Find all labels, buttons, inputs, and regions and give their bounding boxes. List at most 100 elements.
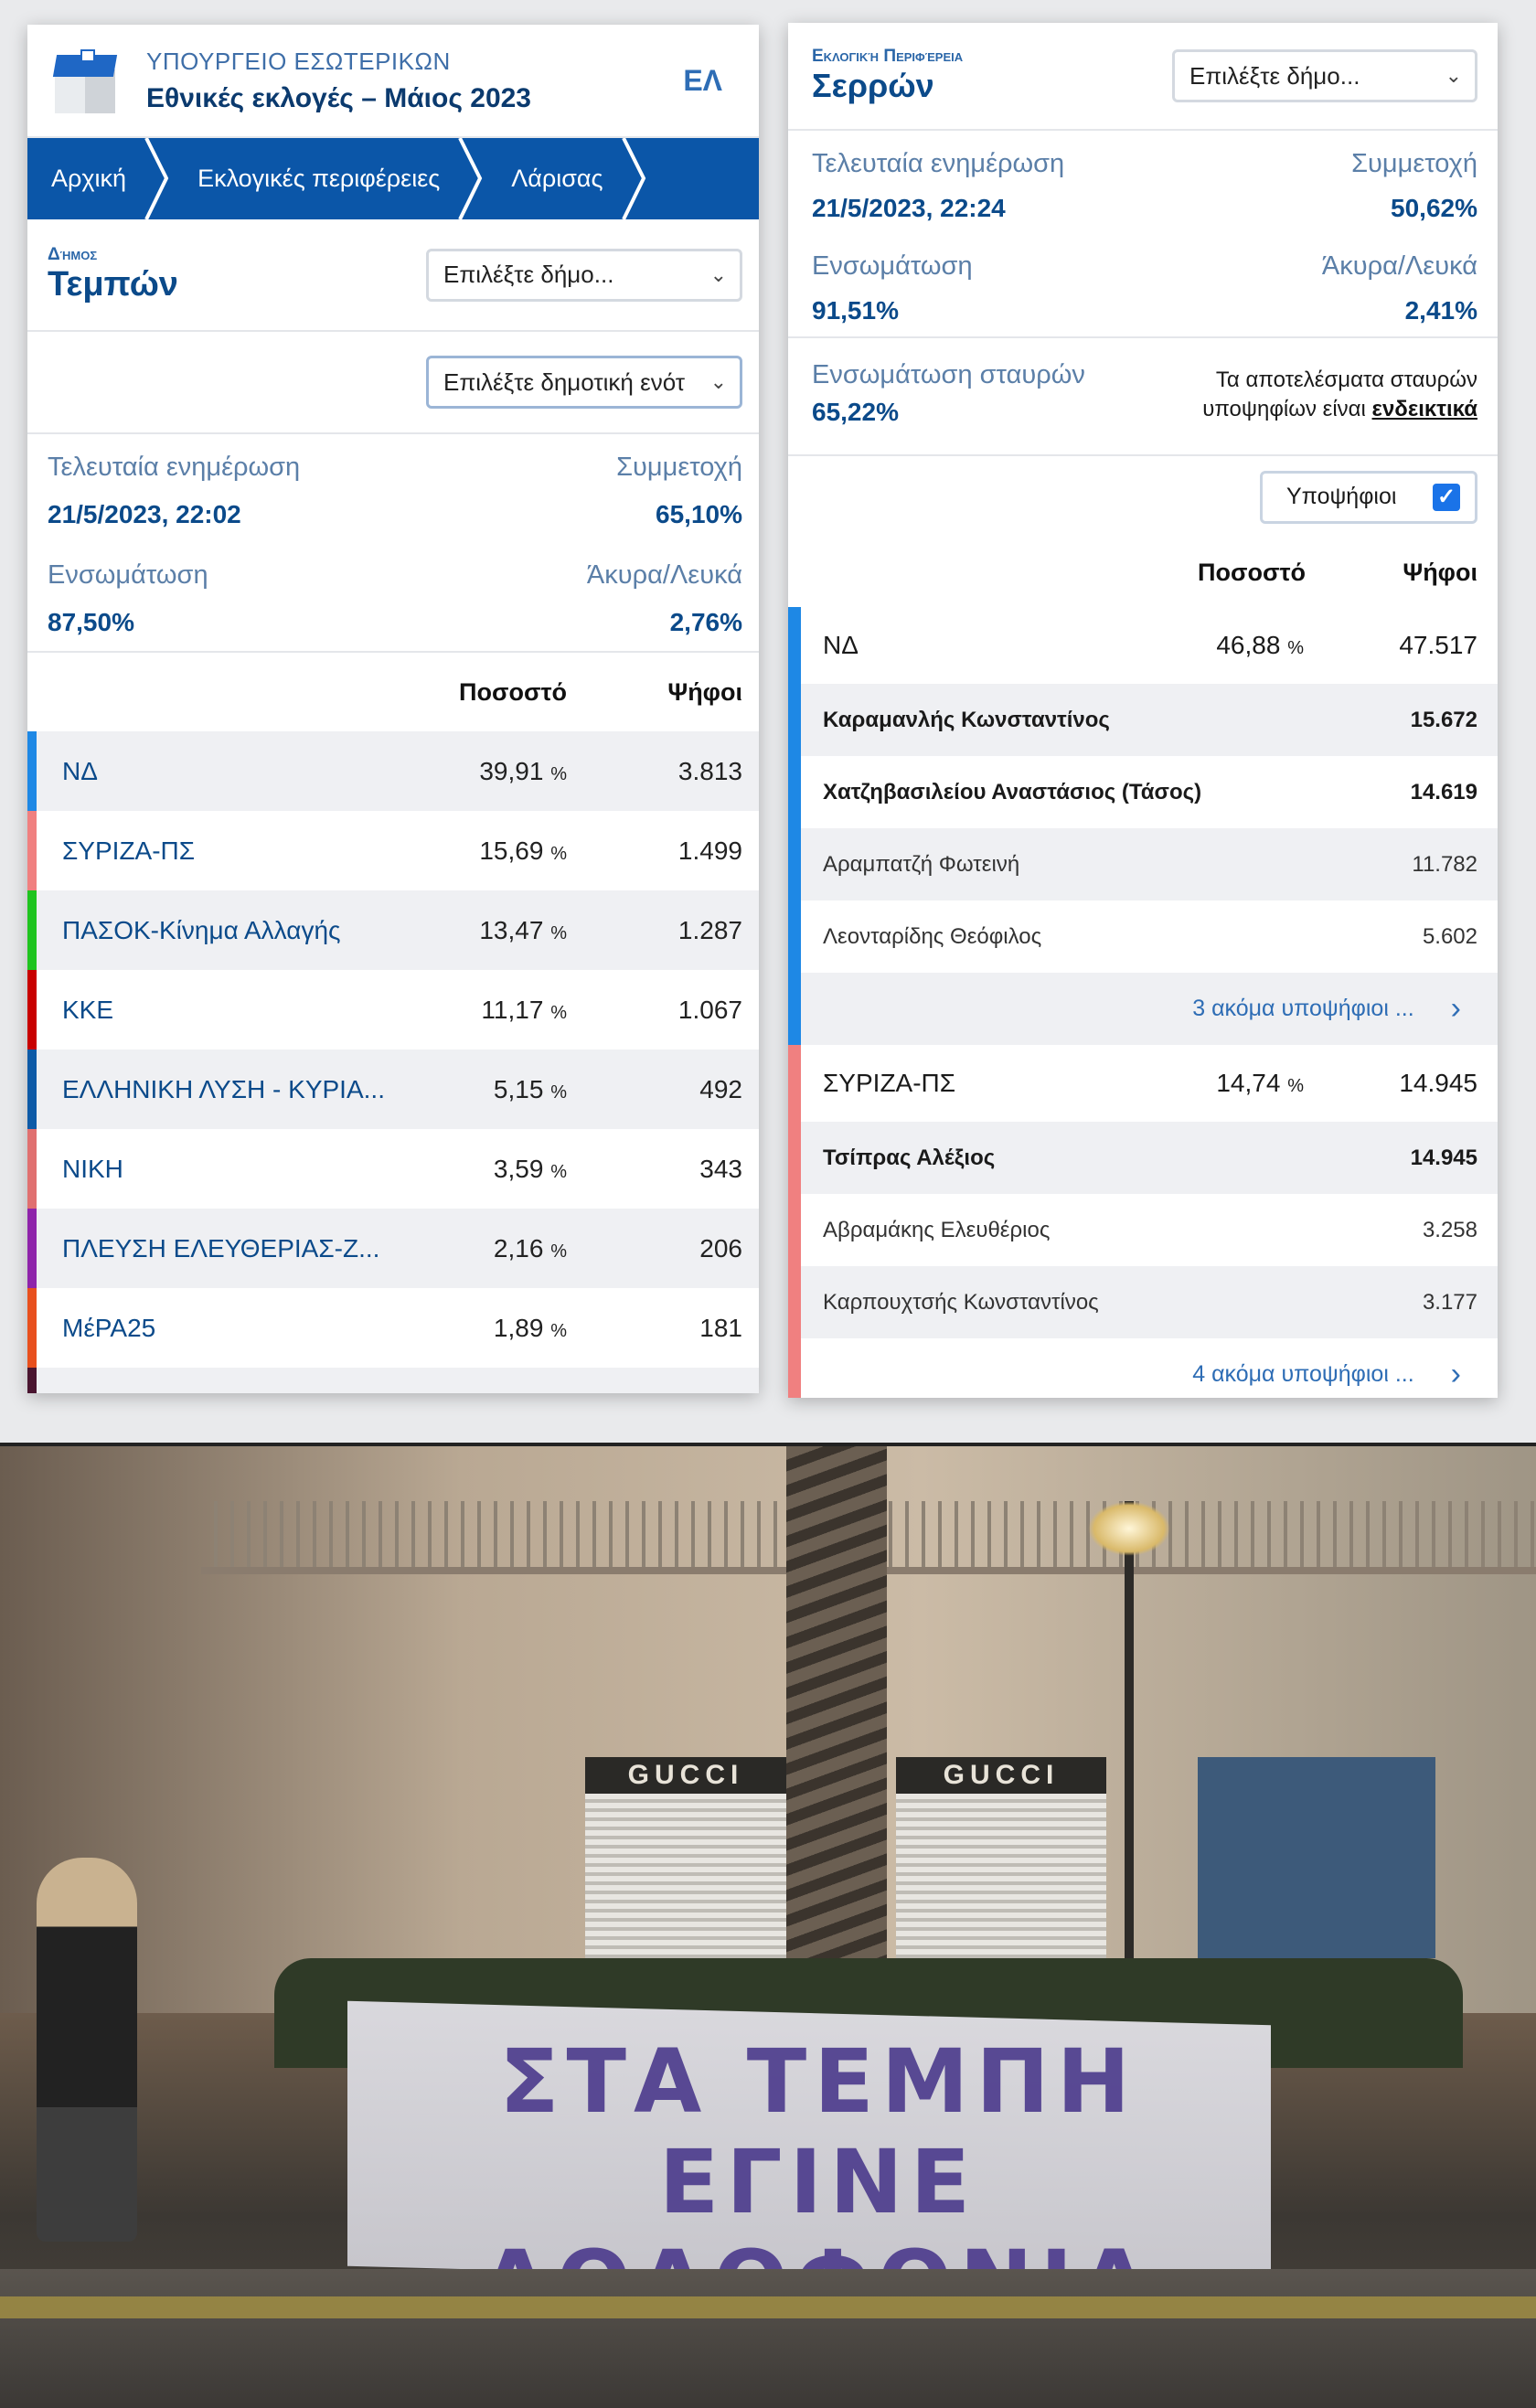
select-value: Επιλέξτε δήμο... — [1189, 61, 1360, 90]
table-row[interactable] — [27, 1368, 759, 1393]
area-caption: Εκλογική Περιφέρεια — [812, 47, 964, 66]
table-row[interactable]: ΜέΡΑ25 1,89 % 181 — [27, 1288, 759, 1368]
candidates-toggle[interactable]: Υποψήφιοι ✓ — [1260, 470, 1477, 524]
chevron-right-icon: › — [1450, 991, 1461, 1026]
candidate-row[interactable]: Καραμανλής Κωνσταντίνος 15.672 — [788, 684, 1498, 756]
party-row[interactable]: ΝΔ 46,88 % 47.517 — [788, 607, 1498, 684]
candidate-votes: 5.602 — [1422, 923, 1477, 949]
party-percent: 39,91 % — [479, 756, 567, 785]
region-section: Εκλογική Περιφέρεια Σερρών Επιλέξτε δήμο… — [788, 23, 1498, 131]
language-switch[interactable]: ΕΛ — [683, 63, 722, 97]
invalid-label: Άκυρα/Λευκά — [586, 559, 742, 590]
breadcrumb-item[interactable]: Αρχική — [27, 138, 170, 219]
note-text: Τα αποτελέσματα σταυρών υποψηφίων είναι — [1202, 368, 1477, 421]
party-percent: 1,89 % — [493, 1313, 567, 1342]
votes-header: Ψήφοι — [1403, 558, 1477, 586]
party-color-bar — [27, 1129, 37, 1209]
table-row[interactable]: ΝΙΚΗ 3,59 % 343 — [27, 1129, 759, 1209]
chevron-down-icon: ⌄ — [709, 370, 727, 393]
breadcrumb-label: Εκλογικές περιφέρειες — [197, 165, 441, 192]
cross-integration-label: Ενσωμάτωση σταυρών — [812, 360, 1085, 389]
percent-header: Ποσοστό — [1198, 558, 1306, 586]
party-name[interactable]: ΕΛΛΗΝΙΚΗ ΛΥΣΗ - ΚΥΡΙΑ... — [62, 1074, 385, 1103]
party-votes: 206 — [699, 1233, 742, 1263]
candidate-votes: 11.782 — [1412, 851, 1477, 877]
party-name[interactable]: ΝΔ — [62, 756, 98, 785]
table-row[interactable]: ΠΑΣΟΚ-Κίνημα Αλλαγής 13,47 % 1.287 — [27, 890, 759, 970]
party-percent: 11,17 % — [481, 995, 567, 1024]
party-name[interactable]: ΜέΡΑ25 — [62, 1313, 156, 1342]
left-results-panel: ΥΠΟΥΡΓΕΙΟ ΕΣΩΤΕΡΙΚΩΝ Εθνικές εκλογές – Μ… — [27, 25, 759, 1393]
candidate-name: Αβραμάκης Ελευθέριος — [823, 1217, 1051, 1242]
breadcrumb-label: Αρχική — [51, 165, 127, 192]
candidate-votes: 15.672 — [1410, 707, 1477, 732]
party-name[interactable]: ΣΥΡΙΖΑ-ΠΣ — [62, 836, 196, 865]
party-votes: 1.499 — [677, 836, 742, 865]
party-percent: 13,47 % — [479, 915, 567, 944]
candidate-votes: 3.258 — [1422, 1217, 1477, 1242]
party-name[interactable]: ΠΑΣΟΚ-Κίνημα Αλλαγής — [62, 915, 341, 944]
candidate-row[interactable]: Αβραμάκης Ελευθέριος 3.258 — [788, 1194, 1498, 1266]
party-row[interactable]: ΣΥΡΙΖΑ-ΠΣ 14,74 % 14.945 — [788, 1045, 1498, 1122]
more-label: 4 ακόμα υποψήφιοι ... — [1192, 1361, 1414, 1387]
party-color-bar — [27, 731, 37, 811]
party-votes: 492 — [699, 1074, 742, 1103]
invalid-value: 2,41% — [1404, 295, 1477, 325]
site-title: Εθνικές εκλογές – Μάιος 2023 — [146, 82, 531, 113]
candidate-row[interactable]: Καρπουχτσής Κωνσταντίνος 3.177 — [788, 1266, 1498, 1338]
street-lamp — [1088, 1501, 1170, 2031]
municipality-select[interactable]: Επιλέξτε δήμο... ⌄ — [426, 248, 742, 302]
party-name[interactable]: ΚΚΕ — [62, 995, 114, 1024]
breadcrumb-label: Λάρισας — [511, 165, 603, 192]
unit-section: Επιλέξτε δημοτική ενότ ⌄ — [27, 332, 759, 434]
table-row[interactable]: ΕΛΛΗΝΙΚΗ ΛΥΣΗ - ΚΥΡΙΑ... 5,15 % 492 — [27, 1050, 759, 1129]
party-group: ΣΥΡΙΖΑ-ΠΣ 14,74 % 14.945 Τσίπρας Αλέξιος 14.… — [788, 1045, 1498, 1398]
municipality-select[interactable]: Επιλέξτε δήμο... ⌄ — [1172, 49, 1477, 102]
party-name[interactable]: ΠΛΕΥΣΗ ΕΛΕΥΘΕΡΙΑΣ-Ζ... — [62, 1233, 380, 1263]
candidate-row[interactable]: Τσίπρας Αλέξιος 14.945 — [788, 1122, 1498, 1194]
party-votes: 3.813 — [677, 756, 742, 785]
breadcrumb-item[interactable]: Λάρισας — [484, 138, 646, 219]
candidate-row[interactable]: Χατζηβασιλείου Αναστάσιος (Τάσος) 14.619 — [788, 756, 1498, 828]
party-percent: 15,69 % — [479, 836, 567, 865]
party-votes: 343 — [699, 1154, 742, 1183]
more-candidates-link[interactable]: 4 ακόμα υποψήφιοι ... › — [788, 1338, 1498, 1398]
shop-shutter — [1198, 1757, 1435, 1958]
party-percent: 14,74 % — [1216, 1069, 1304, 1097]
shop-sign: GUCCI — [585, 1757, 786, 1794]
party-color-bar — [27, 1050, 37, 1129]
municipal-unit-select[interactable]: Επιλέξτε δημοτική ενότ ⌄ — [426, 356, 742, 409]
party-name[interactable]: ΝΙΚΗ — [62, 1154, 123, 1183]
breadcrumb-item[interactable]: Εκλογικές περιφέρειες — [170, 138, 484, 219]
municipality-section: Δήμος Τεμπών Επιλέξτε δήμο... ⌄ — [27, 219, 759, 332]
party-percent: 46,88 % — [1216, 631, 1304, 659]
candidate-name: Τσίπρας Αλέξιος — [823, 1145, 996, 1170]
pedestrian — [37, 1858, 137, 2242]
indicative-link[interactable]: ενδεικτικά — [1371, 397, 1477, 421]
table-row[interactable]: ΚΚΕ 11,17 % 1.067 — [27, 970, 759, 1050]
table-row[interactable]: ΝΔ 39,91 % 3.813 — [27, 731, 759, 811]
candidates-toggle-row: Υποψήφιοι ✓ — [788, 456, 1498, 538]
candidate-row[interactable]: Αραμπατζή Φωτεινή 11.782 — [788, 828, 1498, 900]
invalid-value: 2,76% — [669, 607, 742, 636]
breadcrumb: Αρχική Εκλογικές περιφέρειες Λάρισας — [27, 138, 759, 219]
area-caption: Δήμος — [48, 245, 98, 264]
more-candidates-link[interactable]: 3 ακόμα υποψήφιοι ... › — [788, 973, 1498, 1045]
party-color-bar — [27, 1368, 37, 1393]
party-votes: 14.945 — [1399, 1069, 1477, 1097]
stats-section: Τελευταία ενημέρωση Συμμετοχή 21/5/2023,… — [788, 131, 1498, 338]
candidate-votes: 14.945 — [1410, 1145, 1477, 1170]
chevron-down-icon: ⌄ — [709, 262, 727, 286]
table-row[interactable]: ΣΥΡΙΖΑ-ΠΣ 15,69 % 1.499 — [27, 811, 759, 890]
checkbox-checked-icon[interactable]: ✓ — [1433, 483, 1460, 511]
candidate-row[interactable]: Λεονταρίδης Θεόφιλος 5.602 — [788, 900, 1498, 973]
ministry-name: ΥΠΟΥΡΓΕΙΟ ΕΣΩΤΕΡΙΚΩΝ — [146, 47, 451, 75]
select-value: Επιλέξτε δήμο... — [443, 261, 614, 288]
table-row[interactable]: ΠΛΕΥΣΗ ΕΛΕΥΘΕΡΙΑΣ-Ζ... 2,16 % 206 — [27, 1209, 759, 1288]
last-update-value: 21/5/2023, 22:24 — [812, 194, 1006, 223]
turnout-label: Συμμετοχή — [1351, 149, 1477, 178]
chevron-right-icon — [144, 138, 169, 219]
cross-integration-value: 65,22% — [812, 398, 899, 426]
party-percent: 3,59 % — [493, 1154, 567, 1183]
party-color-bar — [27, 970, 37, 1050]
